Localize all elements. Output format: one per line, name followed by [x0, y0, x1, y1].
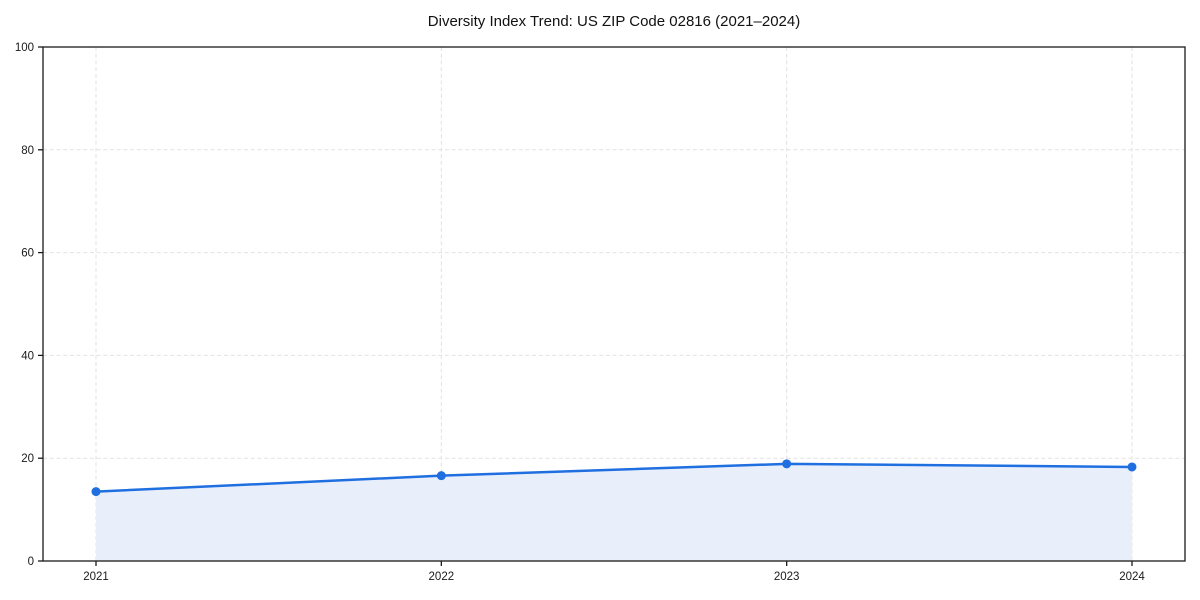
y-tick-label: 100: [15, 42, 34, 54]
x-tick-label: 2023: [774, 571, 800, 583]
x-tick-label: 2022: [429, 571, 455, 583]
y-tick-label: 20: [21, 453, 34, 465]
data-point: [436, 471, 446, 481]
plot-frame: [42, 46, 1186, 562]
y-tick-label: 60: [21, 248, 34, 260]
data-point: [782, 459, 792, 469]
data-point: [91, 487, 101, 497]
y-tick-label: 80: [21, 145, 34, 157]
trend-line: [94, 462, 1134, 493]
data-point: [1127, 462, 1137, 472]
x-tick-label: 2021: [83, 571, 109, 583]
area-fill: [96, 463, 1132, 561]
y-tick-label: 40: [21, 350, 34, 362]
y-tick-label: 0: [28, 556, 34, 568]
x-tick-label: 2024: [1119, 571, 1145, 583]
chart-title: Diversity Index Trend: US ZIP Code 02816…: [427, 13, 801, 30]
